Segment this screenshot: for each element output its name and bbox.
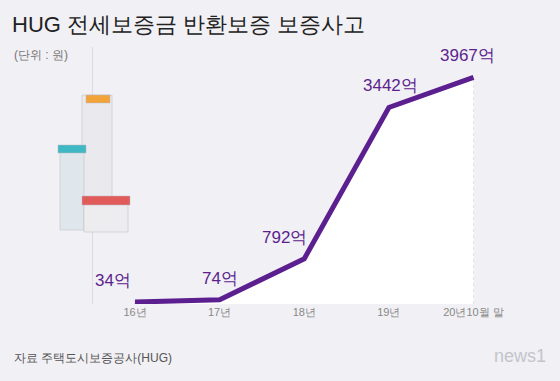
svg-text:18년: 18년	[293, 306, 316, 318]
svg-text:792억: 792억	[262, 228, 307, 247]
svg-text:(단위 : 원): (단위 : 원)	[14, 48, 68, 62]
svg-text:17년: 17년	[208, 306, 231, 318]
svg-text:3442억: 3442억	[363, 76, 418, 95]
svg-text:34억: 34억	[95, 271, 131, 290]
svg-text:20년10월 말: 20년10월 말	[443, 306, 504, 318]
svg-text:자료 주택도시보증공사(HUG): 자료 주택도시보증공사(HUG)	[14, 351, 172, 365]
svg-text:19년: 19년	[377, 306, 400, 318]
svg-text:3967억: 3967억	[440, 46, 495, 65]
svg-text:news1: news1	[494, 346, 546, 366]
svg-text:HUG 전세보증금 반환보증 보증사고: HUG 전세보증금 반환보증 보증사고	[12, 12, 365, 37]
svg-text:16년: 16년	[123, 306, 146, 318]
svg-text:74억: 74억	[202, 269, 238, 288]
